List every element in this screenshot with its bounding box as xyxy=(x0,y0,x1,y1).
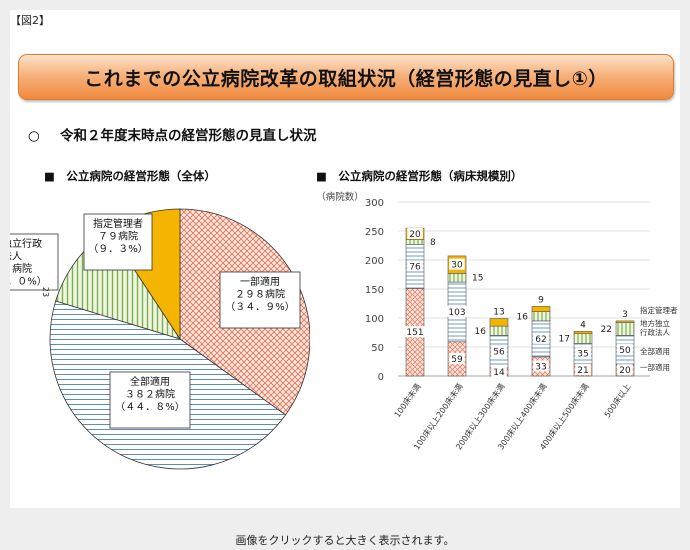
bar-segment xyxy=(531,306,551,312)
value-label-bg xyxy=(407,260,423,272)
pie-label-box-0 xyxy=(219,271,301,329)
pie-label-text: ２９８病院 xyxy=(235,288,285,301)
bar-segment xyxy=(615,322,635,336)
y-tick-label: 0 xyxy=(378,372,384,383)
bar-segment xyxy=(573,331,593,334)
value-label: 22 xyxy=(601,325,612,335)
value-label-bg xyxy=(533,360,549,372)
pie-label-text: （１１．０%） xyxy=(10,276,47,288)
bar-segment xyxy=(489,325,509,336)
value-label: 8 xyxy=(430,238,436,248)
y-tick-label: 250 xyxy=(365,227,384,238)
subtitle-text: 令和２年度末時点の経営形態の見直し状況 xyxy=(60,128,317,144)
value-label: 50 xyxy=(619,346,631,356)
x-tick-label: 200床以上300床未満 xyxy=(453,381,506,451)
bar-segment xyxy=(489,318,509,327)
value-label: 35 xyxy=(577,350,588,360)
pie-label-text: 法人 xyxy=(10,250,22,263)
legend-label: 地方独立 xyxy=(640,318,670,328)
value-label: 4 xyxy=(580,320,586,330)
subtitle-marker: ○ xyxy=(28,128,40,144)
x-tick-label: 100床以上200床未満 xyxy=(411,381,464,451)
pie-label-box-2 xyxy=(10,233,59,291)
bar-segment xyxy=(573,333,593,344)
pie-label-text: ９４病院 xyxy=(10,262,32,275)
legend-label: 行政法人 xyxy=(640,327,670,337)
pie-label-text: （３４．９%） xyxy=(225,301,295,313)
value-label-bg xyxy=(449,258,465,270)
value-label: 16 xyxy=(475,327,487,337)
pie-label-text: （４４．８%） xyxy=(115,401,185,413)
title-banner: これまでの公立病院改革の取組状況（経営形態の見直し①） xyxy=(18,54,674,100)
x-tick-label: 300床以上400床未満 xyxy=(495,381,548,451)
bar-segment xyxy=(447,273,467,283)
value-label: 76 xyxy=(409,262,421,272)
legend-label: 全部適用 xyxy=(640,346,670,356)
y-tick-label: 150 xyxy=(365,285,384,296)
bar-heading: ■ 公立病院の経営形態（病床規模別） xyxy=(316,169,523,183)
subtitle-row: ○ 令和２年度末時点の経営形態の見直し状況 xyxy=(28,124,317,144)
value-label: 20 xyxy=(409,230,421,240)
value-label: 33 xyxy=(535,362,546,372)
pie-label-text: ３８２病院 xyxy=(125,388,175,401)
x-tick-label: 400床以上500床未満 xyxy=(537,381,590,451)
value-label: 56 xyxy=(493,348,505,358)
pie-label-text: 一部適用 xyxy=(240,275,280,288)
value-label: 17 xyxy=(559,335,570,345)
value-label-bg xyxy=(575,347,591,359)
x-tick-label: 500床以上 xyxy=(602,381,633,419)
value-label-bg xyxy=(491,365,507,377)
value-label-bg xyxy=(446,305,468,317)
value-label: 62 xyxy=(535,335,546,345)
figure-label: 【図2】 xyxy=(10,14,50,27)
pie-label-text: 全部適用 xyxy=(130,375,170,388)
y-tick-label: 50 xyxy=(371,343,384,354)
value-label: 14 xyxy=(493,368,505,378)
value-label: 30 xyxy=(451,261,463,271)
bar-segment xyxy=(615,320,635,323)
value-label: 16 xyxy=(517,312,529,322)
value-label-bg xyxy=(575,363,591,375)
stacked-bar-chart: （病院数） 0 50 100 150 200 250 300 151 76 8 20 100床未満 59… xyxy=(316,191,678,451)
value-label: 3 xyxy=(622,310,628,320)
pie-label-text: 指定管理者 xyxy=(93,217,143,230)
pie-label-box-3 xyxy=(83,213,153,271)
legend-label: 指定管理者 xyxy=(640,305,678,315)
legend-label: 一部適用 xyxy=(640,362,670,372)
value-label-bg xyxy=(617,364,633,376)
value-label: 59 xyxy=(451,355,463,365)
figure-panel: 【図2】 これまでの公立病院改革の取組状況（経営形態の見直し①） ○ 令和２年度末… xyxy=(10,10,680,547)
page-title: これまでの公立病院改革の取組状況（経営形態の見直し①） xyxy=(84,67,608,90)
value-label: 15 xyxy=(472,274,483,284)
y-tick-label: 200 xyxy=(365,256,384,267)
value-label-bg xyxy=(491,345,507,357)
value-label-bg xyxy=(617,343,633,355)
value-label: 103 xyxy=(448,308,465,318)
bar-segment xyxy=(405,239,425,245)
value-label: 13 xyxy=(493,308,504,318)
value-label: 21 xyxy=(577,366,588,376)
value-label: 151 xyxy=(406,328,423,338)
value-label-bg xyxy=(407,227,423,239)
pie-label-text: ７９病院 xyxy=(98,230,138,243)
x-tick-label: 100床未満 xyxy=(392,381,423,419)
value-label-bg xyxy=(449,352,465,364)
pie-heading: ■ 公立病院の経営形態（全体） xyxy=(44,169,216,183)
value-label-bg xyxy=(533,332,549,344)
y-tick-label: 300 xyxy=(365,198,384,209)
y-tick-label: 100 xyxy=(365,314,384,325)
value-label: 20 xyxy=(619,366,631,376)
footer-note: 画像をクリックすると大きく表示されます。 xyxy=(235,534,455,547)
pie-label-box-1 xyxy=(109,371,191,429)
value-label: 9 xyxy=(538,295,544,305)
y-axis-label: （病院数） xyxy=(316,191,364,203)
pie-label-text: （９．３%） xyxy=(88,243,148,255)
value-label-bg xyxy=(404,326,426,338)
pie-side-annotation: 23 xyxy=(41,287,50,297)
bar-segment xyxy=(531,311,551,322)
